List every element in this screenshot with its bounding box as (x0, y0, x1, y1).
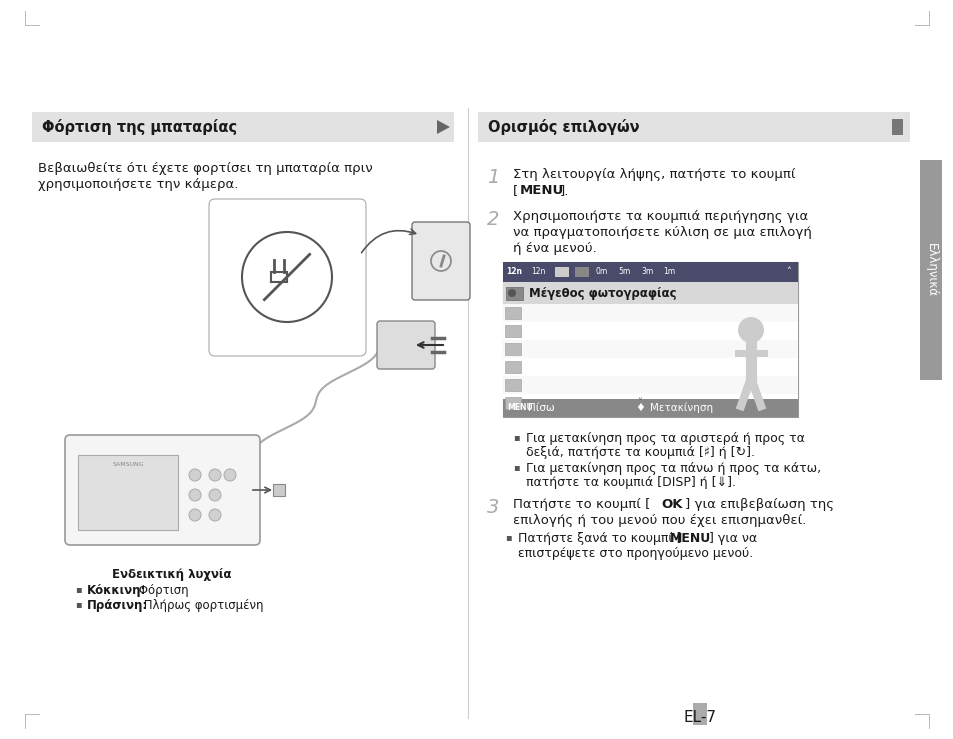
Text: ].: ]. (559, 184, 569, 197)
Text: ˄: ˄ (785, 267, 790, 277)
Bar (502, 322, 797, 340)
Text: 1m: 1m (662, 268, 675, 276)
Text: επιλογής ή του μενού που έχει επισημανθεί.: επιλογής ή του μενού που έχει επισημανθε… (513, 514, 805, 527)
Text: Ενδεικτική λυχνία: Ενδεικτική λυχνία (112, 568, 232, 581)
Text: 3: 3 (486, 498, 498, 517)
Text: 0m: 0m (596, 268, 608, 276)
Text: ▪: ▪ (504, 532, 511, 542)
Bar (502, 282, 797, 304)
Bar (504, 343, 520, 355)
Text: Πράσινη:: Πράσινη: (87, 599, 148, 612)
Circle shape (507, 289, 516, 297)
Bar (78, 455, 178, 530)
Text: Ελληνικά: Ελληνικά (923, 243, 937, 297)
Bar (504, 361, 520, 373)
FancyBboxPatch shape (412, 222, 470, 300)
Bar (504, 397, 520, 409)
Bar (32, 112, 454, 142)
Circle shape (189, 469, 201, 481)
Text: πατήστε τα κουμπιά [DISP] ή [⇓].: πατήστε τα κουμπιά [DISP] ή [⇓]. (525, 476, 735, 489)
Text: ♦: ♦ (635, 403, 644, 413)
Circle shape (189, 509, 201, 521)
Bar (505, 287, 522, 300)
Text: EL-7: EL-7 (682, 710, 716, 725)
Text: Πίσω: Πίσω (527, 403, 554, 413)
Text: 2: 2 (486, 210, 498, 229)
Bar (502, 399, 797, 417)
Bar (575, 267, 588, 277)
Circle shape (738, 317, 763, 343)
Text: ] για να: ] για να (708, 532, 757, 545)
Bar (502, 376, 797, 394)
Text: Κόκκινη:: Κόκκινη: (87, 584, 146, 597)
Text: ] για επιβεβαίωση της: ] για επιβεβαίωση της (684, 498, 833, 511)
Text: Ορισμός επιλογών: Ορισμός επιλογών (488, 119, 639, 135)
Text: ή ένα μενού.: ή ένα μενού. (513, 242, 597, 255)
Bar (502, 304, 797, 322)
Bar (555, 267, 568, 277)
Text: ▪: ▪ (75, 599, 82, 609)
Text: MENU: MENU (506, 403, 532, 412)
Bar (502, 358, 797, 376)
FancyBboxPatch shape (65, 435, 260, 545)
Text: επιστρέψετε στο προηγούμενο μενού.: επιστρέψετε στο προηγούμενο μενού. (517, 547, 753, 560)
Circle shape (224, 469, 235, 481)
FancyBboxPatch shape (376, 321, 435, 369)
Polygon shape (436, 120, 450, 134)
Bar (919, 160, 941, 380)
Text: 12n: 12n (505, 268, 521, 276)
FancyBboxPatch shape (209, 199, 366, 356)
Text: 12n: 12n (531, 268, 545, 276)
Text: χρησιμοποιήσετε την κάμερα.: χρησιμοποιήσετε την κάμερα. (38, 178, 238, 191)
Text: Φόρτιση της μπαταρίας: Φόρτιση της μπαταρίας (42, 119, 237, 135)
Text: 3m: 3m (640, 268, 653, 276)
Text: Για μετακίνηση προς τα αριστερά ή προς τα: Για μετακίνηση προς τα αριστερά ή προς τ… (525, 432, 804, 445)
Text: Μετακίνηση: Μετακίνηση (649, 403, 713, 413)
Bar (502, 262, 797, 282)
Circle shape (209, 469, 221, 481)
Bar (477, 112, 909, 142)
Text: Στη λειτουργία λήψης, πατήστε το κουμπί: Στη λειτουργία λήψης, πατήστε το κουμπί (513, 168, 795, 181)
Text: Βεβαιωθείτε ότι έχετε φορτίσει τη μπαταρία πριν: Βεβαιωθείτε ότι έχετε φορτίσει τη μπαταρ… (38, 162, 373, 175)
Text: Πατήστε ξανά το κουμπί [: Πατήστε ξανά το κουμπί [ (517, 532, 680, 545)
Text: δεξιά, πατήστε τα κουμπιά [♯] ή [↻].: δεξιά, πατήστε τα κουμπιά [♯] ή [↻]. (525, 446, 754, 459)
Circle shape (209, 489, 221, 501)
Text: MENU: MENU (669, 532, 711, 545)
Bar (502, 340, 797, 358)
Text: Χρησιμοποιήστε τα κουμπιά περιήγησης για: Χρησιμοποιήστε τα κουμπιά περιήγησης για (513, 210, 807, 223)
Text: Για μετακίνηση προς τα πάνω ή προς τα κάτω,: Για μετακίνηση προς τα πάνω ή προς τα κά… (525, 462, 821, 475)
Bar (504, 379, 520, 391)
Text: ▪: ▪ (75, 584, 82, 594)
Text: Μέγεθος φωτογραφίας: Μέγεθος φωτογραφίας (529, 287, 676, 299)
Bar (692, 703, 706, 725)
Text: [: [ (513, 184, 517, 197)
Text: να πραγματοποιήσετε κύλιση σε μια επιλογή: να πραγματοποιήσετε κύλιση σε μια επιλογ… (513, 226, 811, 239)
Text: Φόρτιση: Φόρτιση (135, 584, 189, 597)
Circle shape (189, 489, 201, 501)
Text: ˅: ˅ (637, 398, 641, 408)
Bar (273, 484, 285, 496)
Text: Πατήστε το κουμπί [: Πατήστε το κουμπί [ (513, 498, 650, 511)
Text: MENU: MENU (519, 184, 563, 197)
Circle shape (209, 509, 221, 521)
Text: SAMSUNG: SAMSUNG (112, 462, 144, 467)
Bar (502, 262, 797, 417)
Text: 1: 1 (486, 168, 498, 187)
Bar (504, 325, 520, 337)
Text: OK: OK (660, 498, 681, 511)
Text: ▪: ▪ (513, 432, 519, 442)
Bar (504, 307, 520, 319)
Text: ▪: ▪ (513, 462, 519, 472)
Bar (502, 394, 797, 412)
Text: 5m: 5m (618, 268, 630, 276)
Text: Πλήρως φορτισμένη: Πλήρως φορτισμένη (140, 599, 263, 612)
Bar (891, 119, 902, 135)
